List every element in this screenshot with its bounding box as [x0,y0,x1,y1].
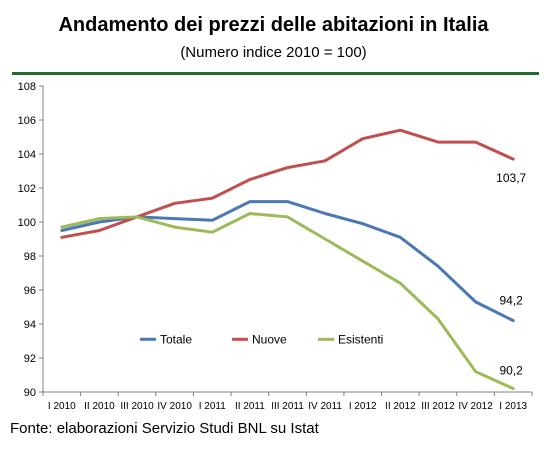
series-line-nuove [60,128,515,239]
title-divider [12,72,539,75]
end-value-label-totale: 94,2 [500,294,524,308]
chart-subtitle: (Numero indice 2010 = 100) [180,44,367,61]
x-tick-label: IV 2010 [157,401,192,412]
x-tick-label: I 2010 [48,401,76,412]
x-tick-label: I 2013 [499,401,527,412]
line-chart: 90 92 94 96 98 100 102 104 106 108 I 2010 II 2010 II… [18,81,533,412]
y-tick-label: 104 [18,149,36,161]
end-value-label-esistenti: 90,2 [500,364,524,378]
x-tick-label: III 2012 [421,401,455,412]
x-tick-label: I 2012 [349,401,377,412]
y-tick-label: 106 [18,115,36,127]
legend-label-nuove: Nuove [252,332,287,346]
x-tick-label: II 2010 [84,401,115,412]
y-tick-label: 108 [18,81,36,93]
y-tick-label: 94 [24,319,36,331]
y-tick-label: 92 [24,353,36,365]
end-value-label-nuove: 103,7 [496,171,526,185]
y-tick-label: 102 [18,183,36,195]
y-tick-label: 100 [18,217,36,229]
chart-title: Andamento dei prezzi delle abitazioni in… [58,14,489,36]
series-line-esistenti [60,212,515,391]
legend-label-esistenti: Esistenti [338,332,383,346]
x-tick-label: III 2011 [271,401,304,412]
x-tick-label: II 2012 [385,401,416,412]
x-tick-label: IV 2011 [308,401,342,412]
y-tick-label: 90 [24,387,36,399]
legend-label-totale: Totale [160,332,192,346]
x-tick-label: IV 2012 [458,401,493,412]
source-note: Fonte: elaborazioni Servizio Studi BNL s… [10,420,319,437]
x-tick-label: III 2010 [120,401,154,412]
chart-area: 90 92 94 96 98 100 102 104 106 108 I 2010 II 2010 II… [0,76,547,416]
x-tick-label: II 2011 [235,401,265,412]
x-tick-label: I 2011 [199,401,226,412]
y-tick-label: 96 [24,285,36,297]
y-tick-label: 98 [24,251,36,263]
